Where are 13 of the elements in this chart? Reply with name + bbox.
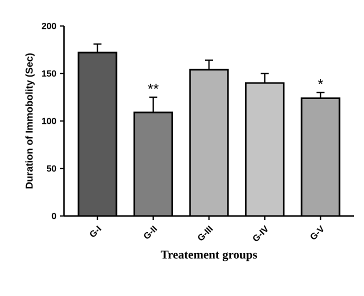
y-axis-title: Duration of Immobolity (Sec) <box>25 53 35 188</box>
x-tick-label: G-V <box>310 225 324 240</box>
y-tick-label: 100 <box>42 118 56 124</box>
annotation: ** <box>148 84 159 89</box>
y-tick-label: 150 <box>42 70 56 77</box>
y-tick-label: 200 <box>42 22 56 30</box>
x-axis-title: Treatement groups <box>160 250 258 262</box>
annotation: * <box>318 79 324 84</box>
y-tick-label: 0 <box>52 212 56 220</box>
y-tick-label: 50 <box>46 165 56 172</box>
x-tick-label: G-I <box>90 225 102 237</box>
x-tick-label: G-III <box>198 225 214 240</box>
x-tick-label: G-II <box>144 225 158 239</box>
